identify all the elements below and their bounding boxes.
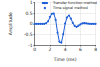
- svg-text:Time-signal method: Time-signal method: [52, 6, 88, 10]
- svg-text:8: 8: [94, 47, 97, 52]
- svg-text:0: 0: [30, 21, 33, 26]
- svg-text:1: 1: [30, 0, 33, 5]
- svg-text:6: 6: [79, 47, 82, 52]
- svg-text:Time (ms): Time (ms): [53, 57, 77, 62]
- svg-text:Transfer function method: Transfer function method: [52, 1, 97, 5]
- svg-text:0.5: 0.5: [26, 11, 33, 16]
- svg-text:4: 4: [64, 47, 67, 52]
- svg-text:2: 2: [48, 47, 51, 52]
- svg-text:-1: -1: [28, 43, 33, 48]
- svg-text:-0.5: -0.5: [24, 32, 33, 37]
- svg-text:0: 0: [33, 47, 36, 52]
- svg-text:Amplitude: Amplitude: [8, 12, 13, 35]
